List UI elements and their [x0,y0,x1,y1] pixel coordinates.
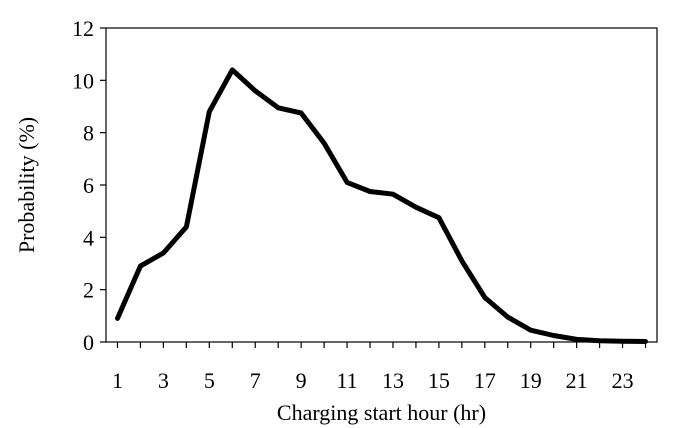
x-tick-label: 1 [112,368,123,393]
x-tick-label: 3 [158,368,169,393]
x-tick-label: 11 [336,368,357,393]
y-tick-label: 0 [83,330,94,355]
x-tick-label: 19 [520,368,542,393]
y-axis-ticks: 0 2 4 6 8 10 12 [72,16,106,355]
y-tick-label: 10 [72,68,94,93]
series-group [115,67,648,344]
plot-border [105,27,658,343]
x-tick-label: 13 [382,368,404,393]
series-line [115,67,648,344]
x-tick-label: 5 [204,368,215,393]
y-tick-label: 2 [83,278,94,303]
x-axis-ticks: 1 3 5 7 9 11 13 15 17 19 21 23 [112,342,647,393]
y-tick-label: 6 [83,173,94,198]
x-tick-label: 23 [612,368,634,393]
x-tick-label: 15 [428,368,450,393]
x-axis-title: Charging start hour (hr) [277,400,486,425]
plot-frame [105,27,658,343]
y-tick-label: 12 [72,16,94,41]
x-tick-label: 9 [296,368,307,393]
y-tick-label: 4 [83,225,94,250]
x-tick-label: 21 [566,368,588,393]
x-tick-label: 17 [474,368,496,393]
x-tick-label: 7 [250,368,261,393]
y-tick-label: 8 [83,121,94,146]
y-axis-title: Probability (%) [14,117,39,253]
